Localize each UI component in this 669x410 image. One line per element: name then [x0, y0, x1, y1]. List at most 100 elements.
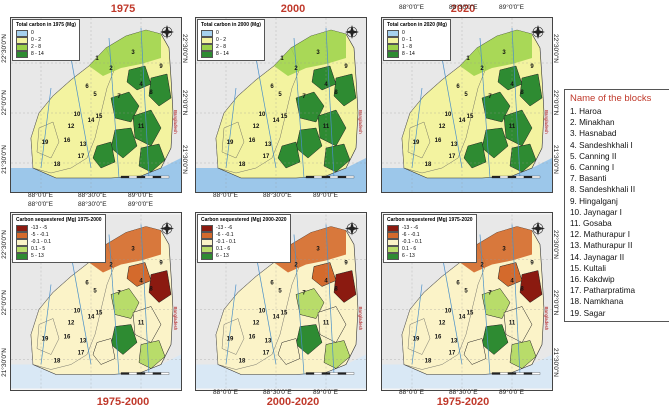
north-band: [460, 226, 532, 273]
legend-swatch: [387, 252, 399, 260]
scale-bar: [120, 175, 170, 179]
north-band: [460, 30, 532, 76]
legend-swatch: [387, 43, 399, 51]
river: [511, 27, 521, 179]
block-number-label: 9: [530, 261, 534, 267]
lat-label-right: 21°30'0"N: [552, 145, 559, 174]
block-number-label: 18: [54, 162, 61, 168]
river: [108, 234, 120, 375]
block-item: 1. Haroa: [570, 107, 602, 116]
block-number-label: 7: [488, 94, 492, 100]
river: [108, 37, 120, 179]
legend-label: 8 - 14: [402, 50, 415, 57]
river: [140, 224, 150, 375]
block-number-label: 7: [302, 291, 306, 297]
block-number-label: 8: [149, 287, 153, 293]
legend-swatch: [16, 252, 28, 260]
block-number-label: 14: [273, 118, 280, 124]
block-item: 18. Namkhana: [570, 297, 624, 307]
bangladesh-label: Bangladesh: [173, 110, 178, 134]
block-number-label: 4: [139, 279, 143, 285]
block-number-label: 11: [138, 124, 145, 130]
lat-label-right: 22°0'0"N: [181, 90, 188, 116]
river: [325, 224, 335, 375]
map-legend: Carbon sequestered (Mg) 2000-2020 -13 - -…: [197, 214, 291, 263]
north-arrow-icon: [531, 25, 545, 39]
mangrove-island: [317, 306, 347, 343]
block-number-label: 16: [435, 335, 442, 341]
block-number-label: 13: [451, 142, 458, 148]
legend-swatch: [201, 245, 213, 253]
scale-bar: [305, 175, 355, 179]
block-number-label: 17: [263, 154, 270, 160]
legend-swatch: [16, 231, 28, 239]
river: [511, 224, 521, 375]
river: [479, 234, 491, 375]
mangrove-island: [148, 73, 172, 107]
legend-label: -0.1 - 0.1: [402, 238, 423, 245]
block-number-label: 3: [316, 50, 320, 56]
legend-swatch: [387, 231, 399, 239]
block-item: 17. Patharpratima: [570, 286, 636, 296]
block-number-label: 15: [96, 114, 103, 120]
lat-label-right: 22°0'0"N: [552, 90, 559, 116]
legend-label: -13 - -6: [402, 224, 419, 231]
block-number-label: 14: [88, 315, 95, 321]
legend-title: Total carbon in 2000 (Mg): [201, 22, 261, 28]
block-item: 9. Hingalganj: [570, 196, 618, 206]
block-item: 10. Jaynagar I: [570, 207, 622, 217]
block-number-label: 2: [294, 66, 298, 72]
river: [411, 87, 423, 169]
north-arrow-icon: [160, 25, 174, 39]
legend-item: -0.1 - 0.1: [201, 238, 287, 246]
legend-label: 0: [402, 29, 405, 36]
block-number-label: 2: [480, 263, 484, 269]
title-2020: 2020: [450, 3, 476, 15]
block-number-label: 8: [520, 287, 524, 293]
legend-item: 2 - 8: [16, 43, 76, 51]
block-number-label: 11: [509, 124, 516, 130]
north-arrow-icon: [531, 221, 545, 236]
mangrove-island: [92, 141, 116, 169]
mangrove-island: [317, 109, 347, 147]
scale-bar: [491, 372, 541, 375]
block-number-label: 19: [227, 140, 234, 146]
legend-item: 0.1 - 5: [16, 245, 102, 253]
bangladesh-label: Bangladesh: [358, 110, 363, 134]
legend-label: 0.1 - 6: [402, 245, 417, 252]
block-names-title: Name of the blocks: [570, 93, 652, 104]
legend-item: 6 - 13: [387, 252, 473, 260]
legend-label: -5 - -0.1: [31, 231, 49, 238]
lat-label-right: 21°30'0"N: [181, 145, 188, 174]
legend-label: 6 - 13: [402, 252, 415, 259]
block-number-label: 12: [68, 124, 75, 130]
block-number-label: 3: [131, 50, 135, 56]
legend-item: 0 - 1: [387, 36, 447, 44]
lon-label: 89°0'0"E: [128, 201, 153, 208]
mangrove-island: [519, 73, 543, 107]
legend-label: 0.1 - 5: [31, 245, 46, 252]
legend-item: 2 - 8: [201, 43, 261, 51]
lon-label: 88°30'0"E: [78, 201, 107, 208]
legend-label: 0: [216, 29, 219, 36]
mangrove-island: [92, 338, 116, 365]
sea: [382, 158, 552, 192]
block-number-label: 9: [159, 261, 163, 267]
block-number-label: 4: [324, 279, 328, 285]
legend-label: -13 - -6: [216, 224, 233, 231]
legend-swatch: [387, 36, 399, 44]
block-number-label: 11: [323, 321, 330, 327]
legend-title: Total carbon in 2020 (Mg): [387, 22, 447, 28]
legend-swatch: [201, 252, 213, 260]
block-number-label: 11: [509, 321, 516, 327]
legend-item: -13 - -5: [16, 224, 102, 232]
block-item: 14. Jaynagar II: [570, 252, 625, 262]
sagar-island: [407, 121, 431, 159]
block-number-label: 16: [249, 335, 256, 341]
block-item: 19. Sagar: [570, 308, 606, 318]
block-number-label: 6: [85, 281, 89, 287]
legend-item: 6 - 13: [201, 252, 287, 260]
legend-label: -0.1 - 0.1: [216, 238, 237, 245]
block-number-label: 16: [435, 138, 442, 144]
